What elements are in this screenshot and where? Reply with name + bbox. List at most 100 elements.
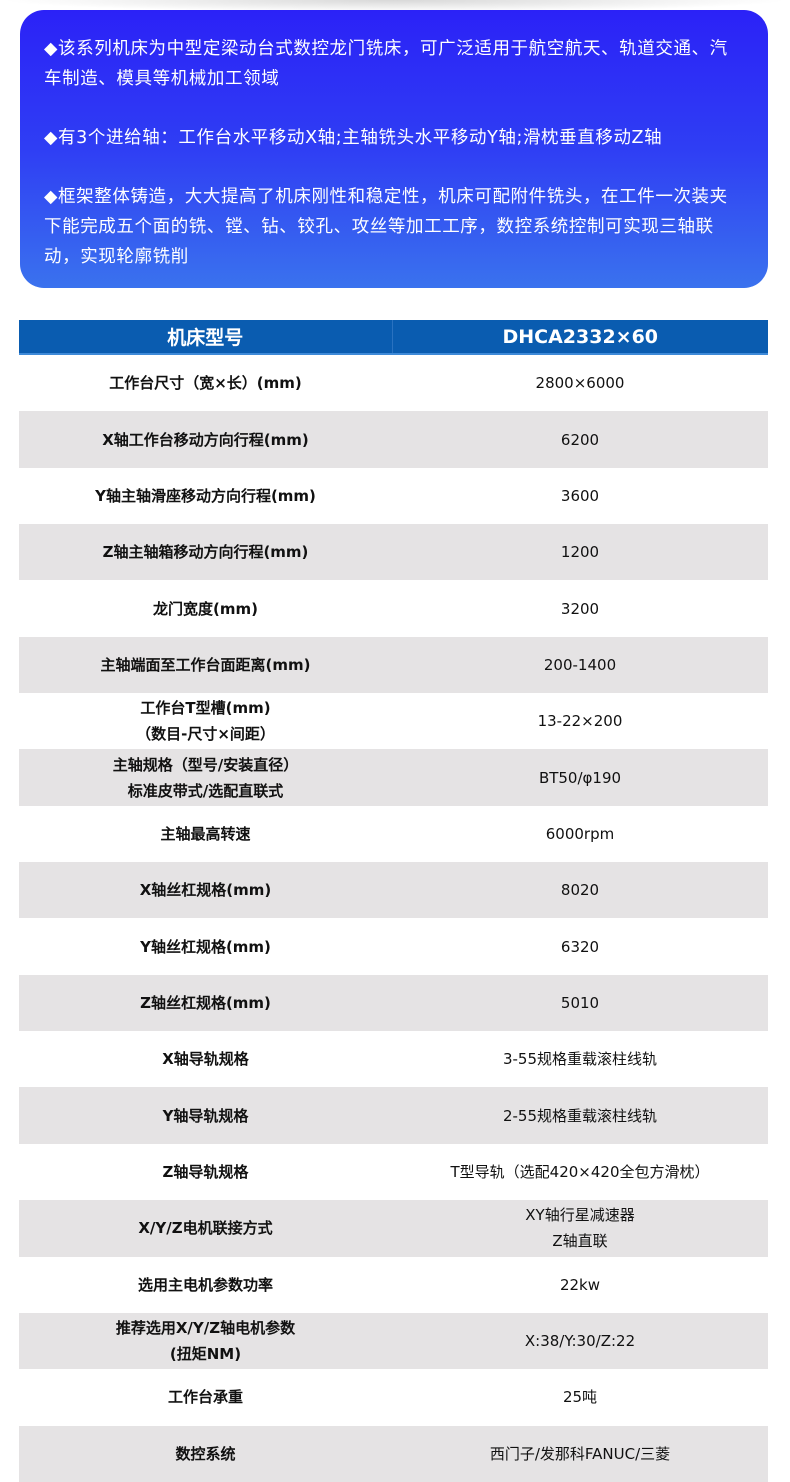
intro-card: ◆该系列机床为中型定梁动台式数控龙门铣床，可广泛适用于航空航天、轨道交通、汽车制… (20, 10, 768, 288)
spec-value-line: 6320 (560, 937, 600, 956)
spec-value-line: 3-55规格重载滚柱线轨 (502, 1050, 658, 1069)
spec-value-line: 3600 (560, 486, 600, 505)
spec-name: 工作台尺寸（宽×长）(mm) (19, 354, 392, 412)
spec-value-line: 1200 (560, 543, 600, 562)
spec-name: 选用主电机参数功率 (19, 1256, 392, 1313)
spec-value: 2-55规格重载滚柱线轨 (392, 1087, 768, 1144)
table-row: 工作台T型槽(mm) （数目-尺寸×间距） 13-22×200 (19, 693, 768, 750)
spec-name-line: (扭矩NM) (169, 1345, 242, 1364)
spec-name-line: 选用主电机参数功率 (137, 1275, 273, 1294)
header-model-label: 机床型号 (19, 320, 393, 355)
table-row: 主轴最高转速 6000rpm (19, 805, 768, 863)
spec-value: 3-55规格重载滚柱线轨 (392, 1031, 768, 1088)
spec-value-line: 2800×6000 (535, 374, 625, 393)
spec-name-line: 数控系统 (175, 1444, 236, 1463)
spec-value-line: 25吨 (562, 1388, 598, 1407)
spec-value-line: X:38/Y:30/Z:22 (524, 1332, 636, 1351)
spec-name-line: 主轴最高转速 (160, 824, 251, 843)
spec-value-line: 2-55规格重载滚柱线轨 (502, 1106, 658, 1125)
spec-value-line: 3200 (560, 599, 600, 618)
table-row: Z轴主轴箱移动方向行程(mm) 1200 (19, 524, 768, 581)
spec-name: 龙门宽度(mm) (19, 580, 392, 637)
spec-value: 25吨 (392, 1369, 768, 1426)
table-row: Y轴导轨规格 2-55规格重载滚柱线轨 (19, 1087, 768, 1144)
table-row: Y轴主轴滑座移动方向行程(mm) 3600 (19, 467, 768, 525)
spec-name: Z轴丝杠规格(mm) (19, 974, 392, 1032)
table-row: 主轴端面至工作台面距离(mm) 200-1400 (19, 636, 768, 694)
spec-name-line: X/Y/Z电机联接方式 (138, 1219, 273, 1238)
spec-name: Z轴主轴箱移动方向行程(mm) (19, 524, 392, 581)
table-row: 选用主电机参数功率 22kw (19, 1256, 768, 1313)
spec-value: 6320 (392, 918, 768, 975)
spec-value-line: 西门子/发那科FANUC/三菱 (489, 1444, 671, 1463)
spec-value-line: BT50/φ190 (538, 768, 622, 787)
spec-value: 200-1400 (392, 636, 768, 694)
spec-name: 工作台T型槽(mm) （数目-尺寸×间距） (19, 693, 392, 750)
table-row: Z轴导轨规格 T型导轨（选配420×420全包方滑枕） (19, 1143, 768, 1201)
spec-value-line: 5010 (560, 993, 600, 1012)
spec-value-line: XY轴行星减速器 (525, 1206, 635, 1225)
spec-name-line: X轴工作台移动方向行程(mm) (102, 430, 309, 449)
spec-name: 主轴规格（型号/安装直径） 标准皮带式/选配直联式 (19, 749, 392, 806)
table-row: X轴导轨规格 3-55规格重载滚柱线轨 (19, 1031, 768, 1088)
spec-value: XY轴行星减速器 Z轴直联 (392, 1200, 768, 1257)
spec-name-line: 工作台承重 (167, 1388, 243, 1407)
spec-name-line: Y轴丝杠规格(mm) (140, 937, 271, 956)
spec-name-line: 龙门宽度(mm) (153, 599, 258, 618)
spec-name-line: Y轴导轨规格 (162, 1106, 249, 1125)
spec-value-line: 22kw (559, 1275, 601, 1294)
spec-name: Z轴导轨规格 (19, 1143, 392, 1201)
spec-name: 工作台承重 (19, 1369, 392, 1426)
spec-value: 1200 (392, 524, 768, 581)
spec-value: 13-22×200 (392, 693, 768, 750)
spec-value-line: 6200 (560, 430, 600, 449)
spec-value-line: 8020 (560, 881, 600, 900)
intro-paragraph: ◆框架整体铸造，大大提高了机床刚性和稳定性，机床可配附件铣头，在工件一次装夹下能… (44, 187, 728, 267)
spec-name-line: 推荐选用X/Y/Z轴电机参数 (115, 1319, 296, 1338)
table-row: Y轴丝杠规格(mm) 6320 (19, 918, 768, 975)
spec-name: X轴丝杠规格(mm) (19, 862, 392, 919)
spec-value: 6000rpm (392, 805, 768, 863)
spec-name: 数控系统 (19, 1425, 392, 1482)
spec-name-line: 工作台尺寸（宽×长）(mm) (109, 374, 302, 393)
spec-value: 3200 (392, 580, 768, 637)
table-row: 推荐选用X/Y/Z轴电机参数 (扭矩NM) X:38/Y:30/Z:22 (19, 1312, 768, 1370)
spec-name: X/Y/Z电机联接方式 (19, 1200, 392, 1257)
spec-value: T型导轨（选配420×420全包方滑枕） (392, 1143, 768, 1201)
spec-value: 22kw (392, 1256, 768, 1313)
spec-name-line: X轴丝杠规格(mm) (139, 881, 272, 900)
header-model-value: DHCA2332×60 (392, 320, 768, 355)
table-row: Z轴丝杠规格(mm) 5010 (19, 974, 768, 1032)
spec-name-line: X轴导轨规格 (162, 1050, 249, 1069)
table-row: X轴丝杠规格(mm) 8020 (19, 862, 768, 919)
spec-name-line: 工作台T型槽(mm) (140, 699, 271, 718)
spec-value: 3600 (392, 467, 768, 525)
table-row: 工作台承重 25吨 (19, 1369, 768, 1426)
spec-name-line: 标准皮带式/选配直联式 (127, 781, 284, 800)
spec-name: 主轴端面至工作台面距离(mm) (19, 636, 392, 694)
spec-name-line: 主轴规格（型号/安装直径） (112, 755, 299, 774)
spec-name: Y轴主轴滑座移动方向行程(mm) (19, 467, 392, 525)
table-row: 工作台尺寸（宽×长）(mm) 2800×6000 (19, 354, 768, 412)
table-row: X/Y/Z电机联接方式 XY轴行星减速器 Z轴直联 (19, 1200, 768, 1257)
spec-name-line: （数目-尺寸×间距） (136, 725, 275, 744)
spec-value-line: Z轴直联 (552, 1232, 608, 1251)
spec-table: 机床型号 DHCA2332×60 工作台尺寸（宽×长）(mm) 2800×6000… (19, 320, 768, 1482)
spec-value-line: 6000rpm (545, 824, 615, 843)
spec-value: X:38/Y:30/Z:22 (392, 1312, 768, 1370)
spec-value-line: 13-22×200 (537, 712, 623, 731)
table-row: 龙门宽度(mm) 3200 (19, 580, 768, 637)
intro-paragraph: ◆该系列机床为中型定梁动台式数控龙门铣床，可广泛适用于航空航天、轨道交通、汽车制… (44, 39, 728, 89)
spec-value: 5010 (392, 974, 768, 1032)
spec-name: Y轴导轨规格 (19, 1087, 392, 1144)
spec-value-line: T型导轨（选配420×420全包方滑枕） (450, 1162, 710, 1181)
spec-name-line: Z轴主轴箱移动方向行程(mm) (102, 543, 309, 562)
spec-value: BT50/φ190 (392, 749, 768, 806)
top-shadow (0, 0, 790, 12)
spec-value: 2800×6000 (392, 354, 768, 412)
table-row: 主轴规格（型号/安装直径） 标准皮带式/选配直联式 BT50/φ190 (19, 749, 768, 806)
table-row: 数控系统 西门子/发那科FANUC/三菱 (19, 1425, 768, 1482)
intro-paragraph: ◆有3个进给轴：工作台水平移动X轴;主轴铣头水平移动Y轴;滑枕垂直移动Z轴 (44, 128, 663, 148)
spec-name: 主轴最高转速 (19, 805, 392, 863)
spec-name-line: Z轴丝杠规格(mm) (140, 993, 271, 1012)
